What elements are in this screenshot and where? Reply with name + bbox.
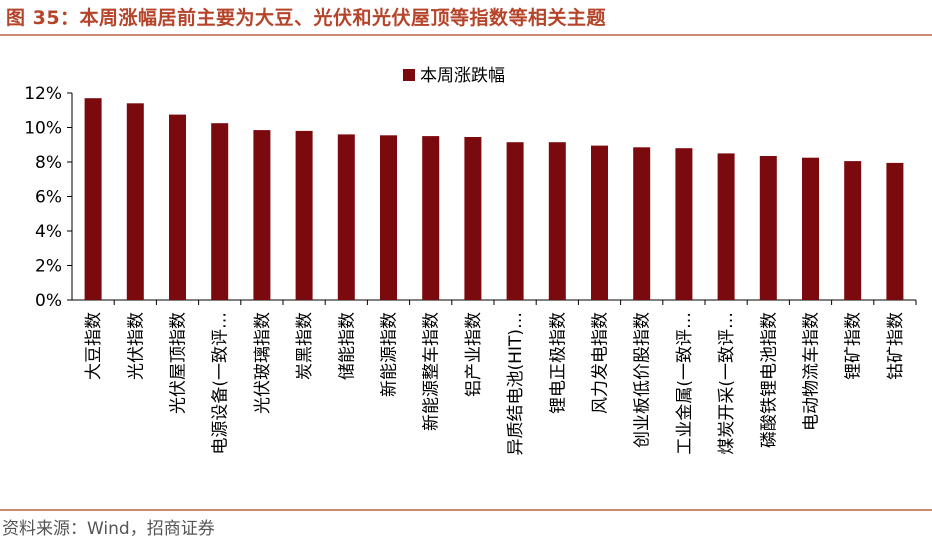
x-tick-label: 光伏指数 [126,312,146,380]
x-tick-label: 锂矿指数 [844,312,864,380]
bar [633,147,651,300]
y-tick-label: 2% [35,257,62,277]
legend-label: 本周涨跌幅 [420,66,505,86]
x-tick-label: 煤炭开采(一致评… [717,312,737,455]
y-tick-label: 8% [35,153,62,173]
legend-swatch [403,69,415,81]
bar [337,134,355,300]
bar [675,148,693,300]
y-tick-label: 0% [35,291,62,311]
bar-chart: 本周涨跌幅 0% 2% 4% 6% 8% 10% 12% 大豆指数 光伏指数 光伏屋顶指数 电源设备(… [24,66,917,455]
x-tick-label: 光伏玻璃指数 [253,312,273,414]
x-tick-label: 风力发电指数 [591,312,611,414]
bar [169,114,186,300]
figure-title: 图 35：本周涨幅居前主要为大豆、光伏和光伏屋顶等指数等相关主题 [6,7,607,29]
x-tick-label: 锂电正极指数 [548,312,568,414]
x-tick-label: 新能源指数 [380,312,400,397]
bar [802,157,819,300]
bar [591,145,608,300]
x-tick-label: 工业金属(一致评… [675,312,695,455]
bar [295,130,313,300]
x-tick-label: 电源设备(一致评… [211,312,231,455]
footer-divider [0,509,932,511]
bar [422,136,440,300]
x-tick-label: 光伏屋顶指数 [169,312,189,414]
bar [126,103,144,300]
x-tick-label: 磷酸铁锂电池指数 [759,312,779,448]
x-tick-label: 炭黑指数 [295,312,315,380]
title-divider [0,34,932,36]
x-tick-label: 大豆指数 [84,312,104,380]
y-tick-label: 4% [35,222,62,242]
x-tick-label: 铝产业指数 [464,312,484,397]
bar [84,98,102,300]
x-tick-label: 新能源整车指数 [422,312,442,431]
bar [464,137,482,300]
y-tick-label: 10% [24,119,62,139]
source-note: 资料来源：Wind，招商证券 [2,519,215,539]
bar [506,142,524,300]
y-tick-label: 6% [35,188,62,208]
y-tick-label: 12% [24,84,62,104]
bar [717,153,735,300]
bar [211,123,229,300]
x-tick-label: 储能指数 [337,312,357,380]
bar [886,162,904,300]
x-tick-label: 创业板低价股指数 [633,312,653,448]
bar [844,161,862,300]
bar [759,156,777,300]
bar [253,130,271,300]
bar [380,135,397,300]
x-tick-label: 电动物流车指数 [802,312,822,431]
bar [548,142,566,300]
x-tick-label: 异质结电池(HIT)… [506,312,526,455]
x-tick-label: 钴矿指数 [886,312,906,380]
